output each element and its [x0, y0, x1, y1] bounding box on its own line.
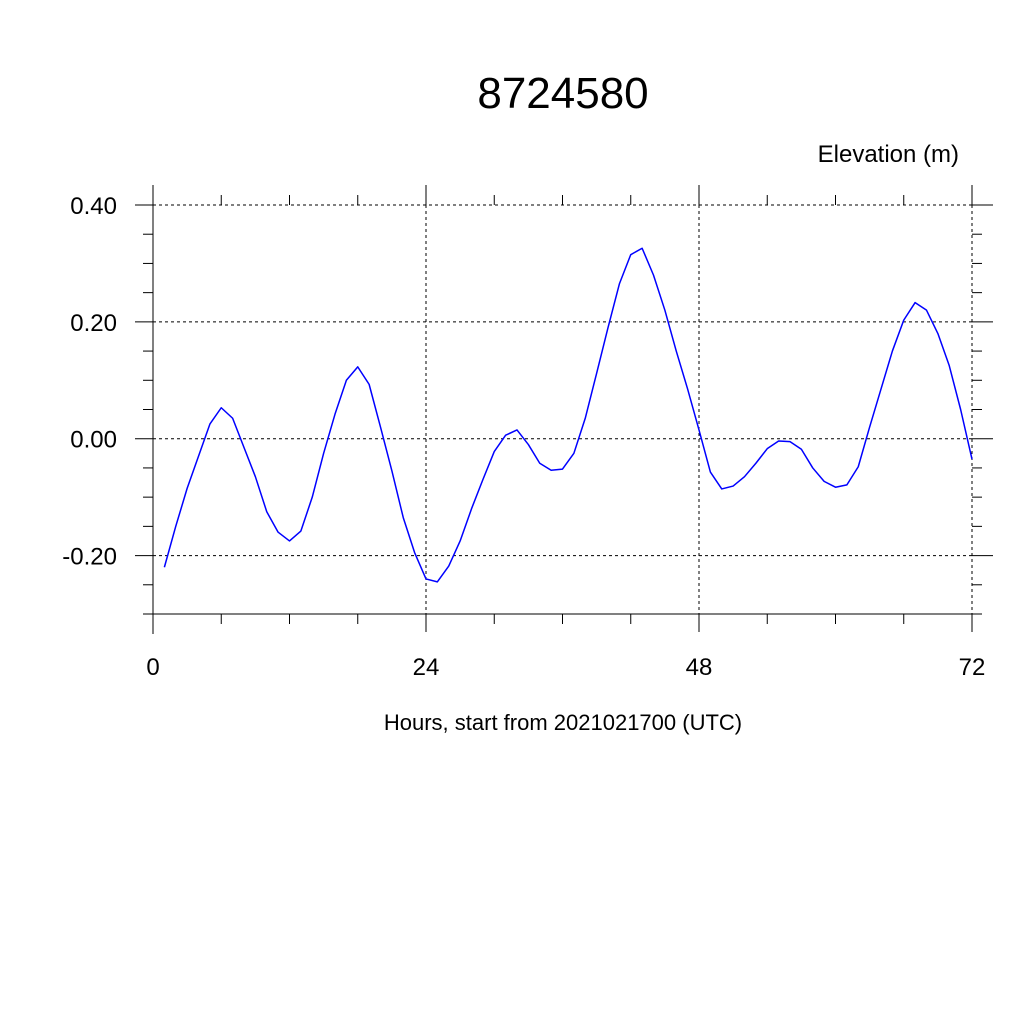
tick-labels: -0.20 0.00 0.20 0.40 0 24 48 72: [62, 193, 985, 681]
x-axis-label: Hours, start from 2021021700 (UTC): [384, 710, 742, 735]
chart-title: 8724580: [477, 69, 648, 118]
grid-lines: [152, 204, 973, 614]
y-tick-label: 0.20: [70, 310, 117, 337]
x-tick-label: 24: [413, 654, 440, 681]
y-tick-label: 0.40: [70, 193, 117, 220]
axes-frame: [152, 185, 982, 634]
y-tick-label: -0.20: [62, 544, 117, 571]
series-layer: [163, 247, 973, 583]
tick-marks: [135, 185, 993, 632]
x-tick-label: 48: [686, 654, 713, 681]
x-tick-label: 72: [959, 654, 986, 681]
x-tick-label: 0: [146, 654, 159, 681]
y-axis-label: Elevation (m): [818, 141, 959, 168]
y-tick-label: 0.00: [70, 427, 117, 454]
series-line: [163, 247, 973, 583]
